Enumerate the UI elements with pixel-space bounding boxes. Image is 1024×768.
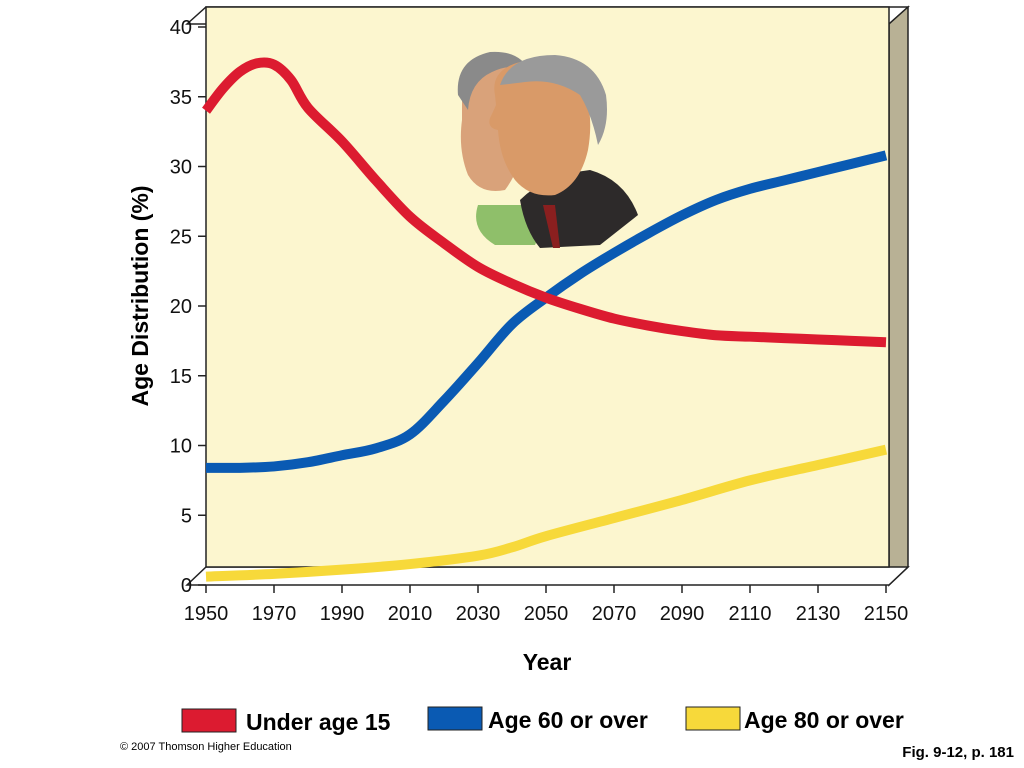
y-tick-label: 35	[170, 87, 192, 109]
legend-label-0: Under age 15	[246, 709, 391, 735]
x-tick-label: 2050	[524, 603, 569, 625]
x-tick-label: 1950	[184, 603, 229, 625]
y-axis-title: Age Distribution (%)	[127, 185, 153, 406]
x-tick-label: 2150	[864, 603, 909, 625]
legend: Under age 15 Age 60 or over Age 80 or over	[181, 706, 904, 735]
y-tick-label: 0	[181, 575, 192, 597]
y-tick-label: 15	[170, 366, 192, 388]
legend-swatch-0	[181, 708, 237, 733]
series-line-0	[201, 57, 887, 348]
x-tick-label: 2030	[456, 603, 501, 625]
legend-swatch-2	[685, 706, 741, 731]
x-axis-ticks: 1950 1970 1990 2010 2030 2050 2070 2090 2110 2130…	[184, 585, 909, 625]
y-tick-label: 5	[181, 505, 192, 527]
legend-label-1: Age 60 or over	[488, 707, 648, 733]
y-tick-label: 20	[170, 296, 192, 318]
x-tick-label: 1990	[320, 603, 365, 625]
x-tick-label: 2130	[796, 603, 841, 625]
x-axis-title: Year	[523, 649, 572, 675]
legend-label-2: Age 80 or over	[744, 707, 904, 733]
y-tick-label: 10	[170, 436, 192, 458]
legend-swatch-1	[427, 706, 483, 731]
y-tick-label: 30	[170, 157, 192, 179]
x-tick-label: 2110	[728, 603, 771, 625]
y-tick-label: 40	[170, 17, 192, 39]
series-lines	[201, 57, 888, 582]
x-tick-label: 2070	[592, 603, 637, 625]
x-tick-label: 2010	[388, 603, 433, 625]
y-axis-ticks: 0 5 10 15 20 25 30 35 40	[170, 17, 206, 597]
series-line-2	[205, 444, 888, 582]
copyright-note: © 2007 Thomson Higher Education	[120, 741, 292, 753]
figure-reference: Fig. 9-12, p. 181	[902, 744, 1014, 761]
y-tick-label: 25	[170, 226, 192, 248]
plot-box-side	[888, 5, 909, 587]
x-tick-label: 2090	[660, 603, 705, 625]
elderly-couple-illustration	[457, 51, 638, 248]
x-tick-label: 1970	[252, 603, 297, 625]
